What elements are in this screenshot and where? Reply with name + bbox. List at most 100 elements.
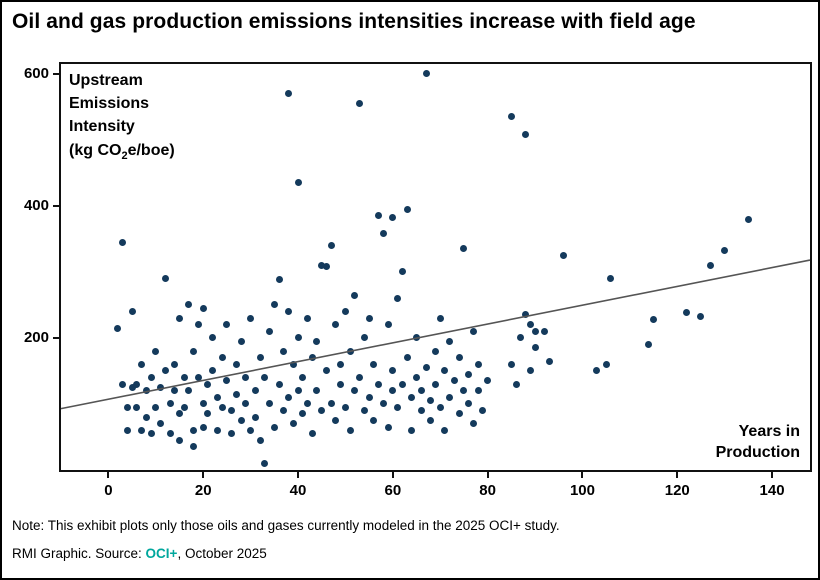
data-point xyxy=(422,364,430,372)
data-point xyxy=(559,251,567,259)
data-point xyxy=(360,407,368,415)
x-tick-label: 0 xyxy=(104,482,113,499)
data-point xyxy=(308,354,316,362)
data-point xyxy=(232,360,240,368)
data-point xyxy=(474,387,482,395)
data-point xyxy=(379,400,387,408)
y-axis-title: Upstream Emissions Intensity (kg CO2e/bo… xyxy=(69,69,175,165)
data-point xyxy=(403,354,411,362)
data-point xyxy=(422,70,430,78)
data-point xyxy=(275,380,283,388)
data-point xyxy=(204,380,212,388)
data-point xyxy=(128,308,136,316)
x-tick-label: 100 xyxy=(569,482,595,499)
data-point xyxy=(417,407,425,415)
data-point xyxy=(356,374,364,382)
data-point xyxy=(138,426,146,434)
data-point xyxy=(176,436,183,444)
data-point xyxy=(289,420,297,428)
data-point xyxy=(157,420,165,428)
data-point xyxy=(266,327,274,335)
data-point xyxy=(280,347,288,355)
data-point xyxy=(531,327,539,335)
data-point xyxy=(337,360,345,368)
data-point xyxy=(123,403,131,411)
data-point xyxy=(299,410,307,418)
data-point xyxy=(479,407,487,415)
data-point xyxy=(389,213,397,221)
data-point xyxy=(123,426,131,434)
data-point xyxy=(460,387,468,395)
x-tick-mark xyxy=(297,472,300,478)
data-point xyxy=(375,212,383,220)
source-link-oci[interactable]: OCI+ xyxy=(145,546,178,561)
data-point xyxy=(185,301,193,309)
x-tick-label: 140 xyxy=(759,482,785,499)
x-axis-title-line1: Years in xyxy=(738,423,800,441)
data-point xyxy=(299,374,307,382)
data-point xyxy=(237,337,245,345)
data-point xyxy=(450,377,458,385)
x-tick-label: 80 xyxy=(479,482,496,499)
data-point xyxy=(322,263,330,271)
data-point xyxy=(436,314,444,322)
data-point xyxy=(403,205,411,213)
data-point xyxy=(128,383,136,391)
data-point xyxy=(507,360,515,368)
x-tick-label: 120 xyxy=(664,482,690,499)
data-point xyxy=(697,313,705,321)
data-point xyxy=(432,347,439,355)
x-tick-mark xyxy=(676,472,679,478)
data-point xyxy=(213,393,221,401)
data-point xyxy=(285,308,293,316)
data-point xyxy=(408,393,416,401)
data-point xyxy=(327,242,335,250)
data-point xyxy=(228,407,236,415)
footnote: Note: This exhibit plots only those oils… xyxy=(12,518,560,533)
y-tick-mark xyxy=(53,72,59,75)
data-point xyxy=(398,268,406,276)
y-axis-unit-post: e/boe) xyxy=(127,141,175,159)
source-prefix: RMI Graphic. Source: xyxy=(12,546,146,561)
data-point xyxy=(469,420,477,428)
data-point xyxy=(332,416,340,424)
data-point xyxy=(474,360,482,368)
data-point xyxy=(744,215,752,223)
x-tick-mark xyxy=(202,472,205,478)
data-point xyxy=(142,413,150,421)
data-point xyxy=(427,397,435,405)
data-point xyxy=(455,354,463,362)
data-point xyxy=(507,113,515,121)
data-point xyxy=(289,360,297,368)
data-point xyxy=(522,131,530,139)
data-point xyxy=(166,430,174,438)
chart-title: Oil and gas production emissions intensi… xyxy=(12,10,696,33)
data-point xyxy=(484,377,492,385)
data-point xyxy=(375,380,383,388)
data-point xyxy=(446,337,454,345)
y-axis-title-line3: Intensity xyxy=(69,118,135,136)
data-point xyxy=(180,403,188,411)
data-point xyxy=(365,314,373,322)
data-point xyxy=(218,403,226,411)
y-axis-unit: (kg CO2e/boe) xyxy=(69,139,175,165)
data-point xyxy=(228,430,236,438)
data-point xyxy=(427,416,435,424)
data-point xyxy=(446,393,454,401)
data-point xyxy=(408,426,416,434)
data-point xyxy=(332,321,340,329)
data-point xyxy=(398,380,406,388)
y-axis-title-line2: Emissions xyxy=(69,95,150,113)
data-point xyxy=(242,400,250,408)
data-point xyxy=(270,423,278,431)
data-point xyxy=(337,380,345,388)
data-point xyxy=(114,324,122,332)
data-point xyxy=(194,374,202,382)
data-point xyxy=(460,245,468,253)
x-tick-label: 20 xyxy=(194,482,212,499)
data-point xyxy=(593,367,601,375)
data-point xyxy=(432,380,439,388)
data-point xyxy=(209,334,217,342)
data-point xyxy=(417,387,425,395)
